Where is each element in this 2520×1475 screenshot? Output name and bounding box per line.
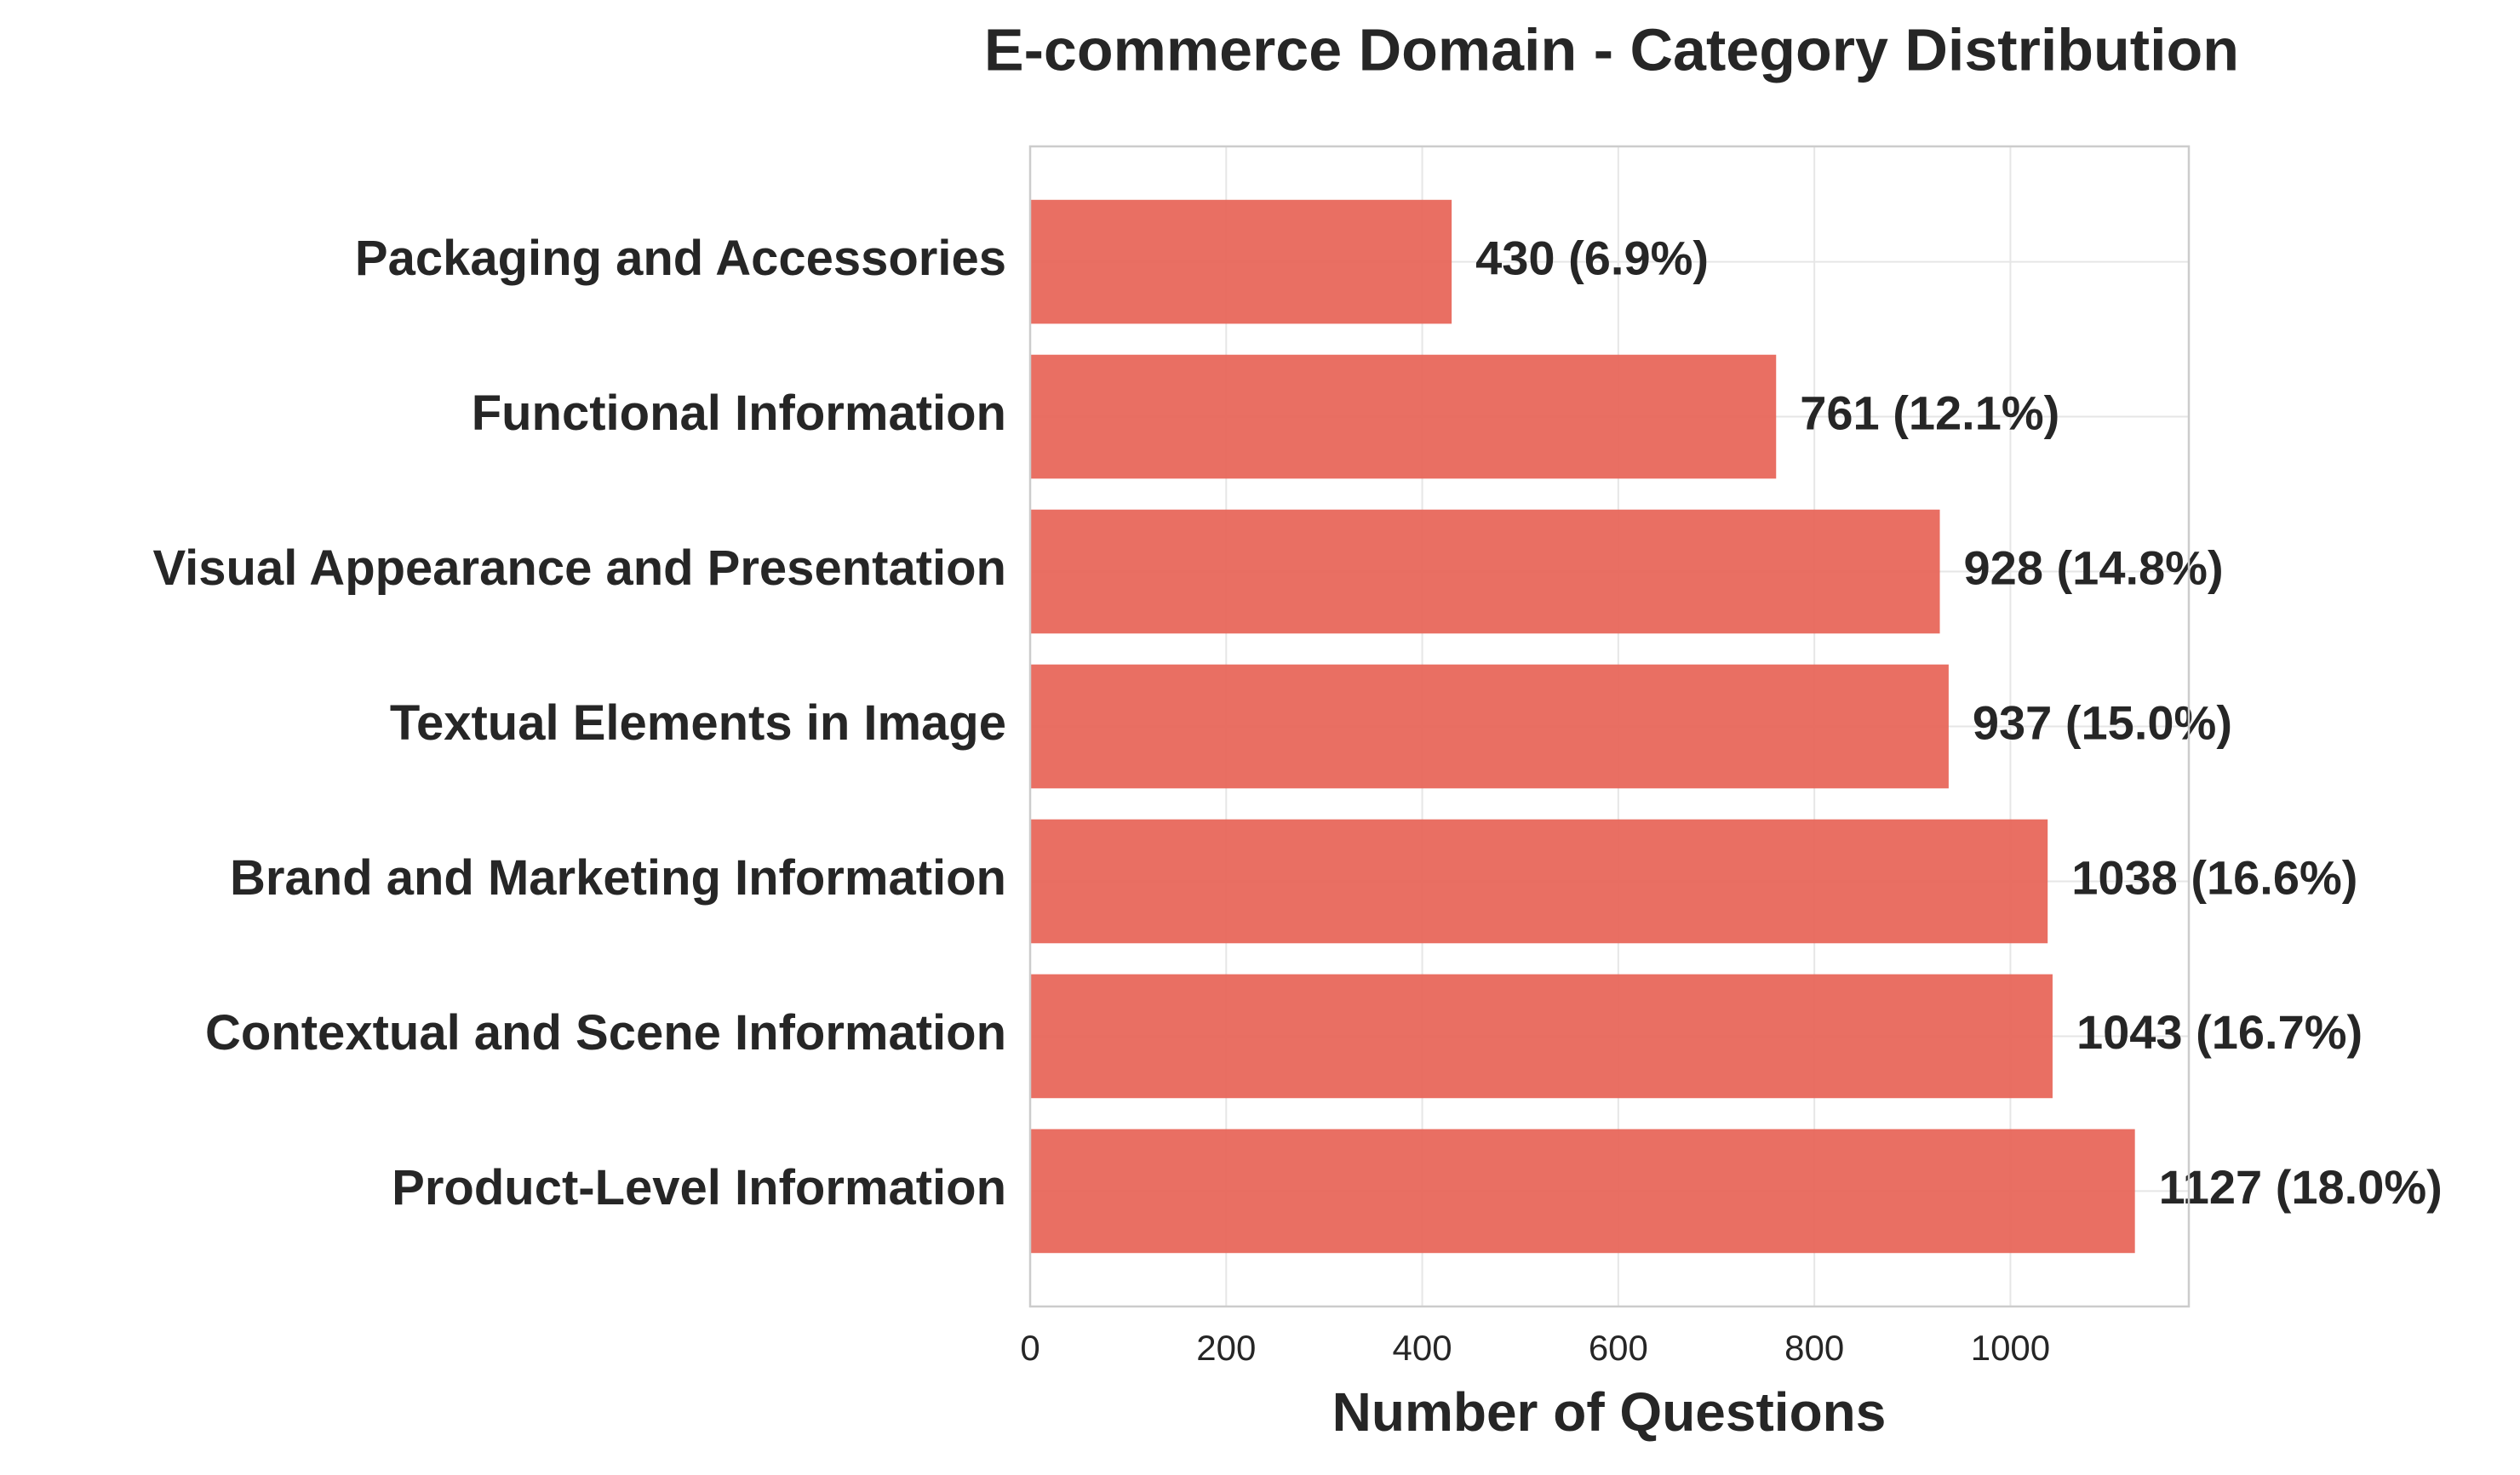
x-tick-label: 800 xyxy=(1784,1328,1844,1368)
x-tick-label: 200 xyxy=(1196,1328,1256,1368)
value-label: 1127 (18.0%) xyxy=(2159,1160,2443,1214)
bar xyxy=(1030,819,2048,944)
value-label: 937 (15.0%) xyxy=(1973,695,2232,749)
y-tick-label: Textual Elements in Image xyxy=(390,695,1006,751)
x-tick-label: 600 xyxy=(1589,1328,1648,1368)
bar xyxy=(1030,1129,2135,1254)
x-axis-label: Number of Questions xyxy=(1332,1381,1887,1443)
x-tick-label: 400 xyxy=(1393,1328,1452,1368)
chart-title: E-commerce Domain - Category Distributio… xyxy=(984,16,2239,83)
bar xyxy=(1030,974,2053,1099)
y-tick-label: Brand and Marketing Information xyxy=(230,850,1006,906)
y-tick-label: Visual Appearance and Presentation xyxy=(153,540,1006,596)
value-label: 928 (14.8%) xyxy=(1964,540,2224,594)
value-label: 430 (6.9%) xyxy=(1475,231,1709,284)
y-tick-label: Packaging and Accessories xyxy=(355,231,1006,286)
y-tick-label: Functional Information xyxy=(472,386,1006,441)
plot-frame xyxy=(1028,145,2191,1308)
y-tick-label: Product-Level Information xyxy=(392,1160,1006,1215)
bar xyxy=(1030,199,1452,324)
bar xyxy=(1030,509,1940,634)
bar xyxy=(1030,354,1777,479)
x-tick-label: 0 xyxy=(1020,1328,1040,1368)
bar xyxy=(1030,664,1949,789)
value-label: 1043 (16.7%) xyxy=(2076,1005,2362,1059)
y-tick-label: Contextual and Scene Information xyxy=(205,1005,1006,1061)
value-label: 761 (12.1%) xyxy=(1800,386,2059,439)
x-tick-label: 1000 xyxy=(1971,1328,2050,1368)
value-label: 1038 (16.6%) xyxy=(2071,850,2357,904)
